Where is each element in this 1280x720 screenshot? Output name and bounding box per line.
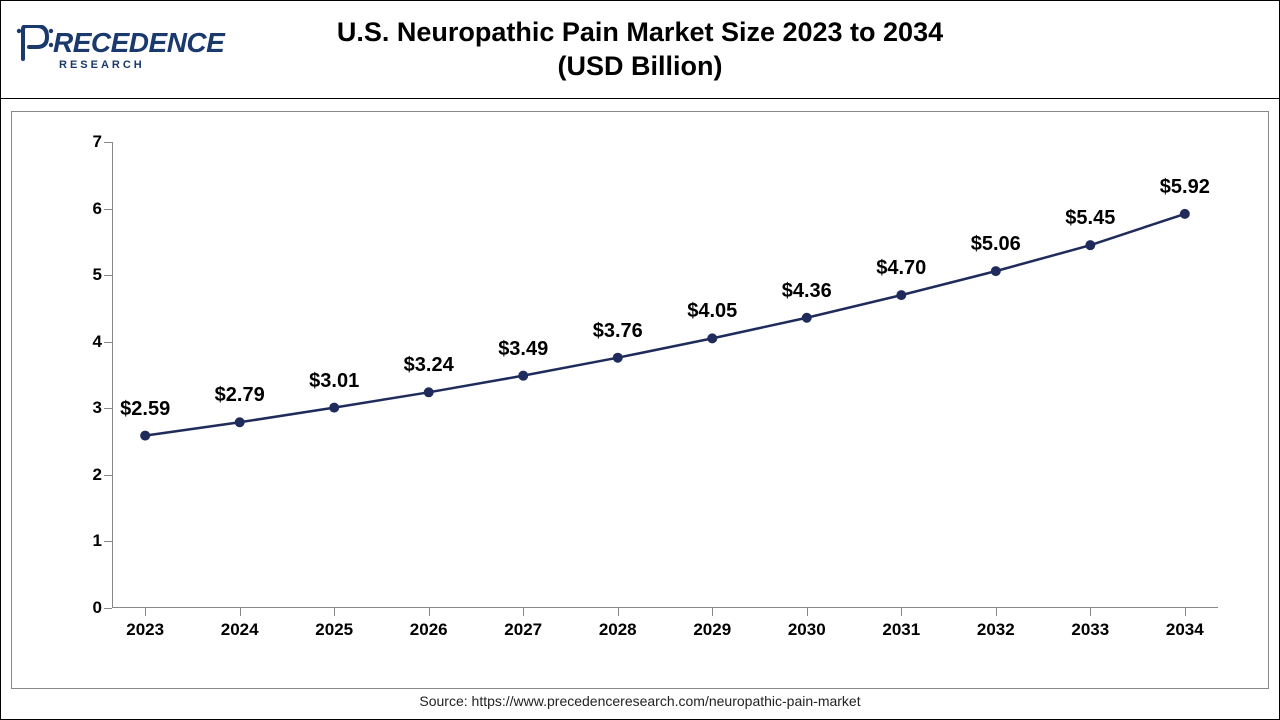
y-tick [104,608,112,609]
data-point-marker [707,333,717,343]
y-tick [104,408,112,409]
data-point-label: $4.36 [782,280,832,303]
x-tick [429,608,430,616]
data-point-marker [424,387,434,397]
logo-text: RECEDENCE [15,25,235,61]
logo-p-icon [15,25,55,61]
y-tick-label: 1 [72,531,102,551]
x-tick [618,608,619,616]
x-tick-label: 2028 [599,620,637,640]
x-tick-label: 2025 [315,620,353,640]
data-point-marker [1180,209,1190,219]
data-point-marker [802,313,812,323]
chart-container: 0 1 2 3 4 5 6 7 2023 $2.59 2024 $2.79 2025 $3.01 2026 $… [11,111,1269,689]
x-tick-label: 2027 [504,620,542,640]
y-tick-label: 4 [72,332,102,352]
line-series [112,142,1218,608]
x-tick [1185,608,1186,616]
y-tick-label: 2 [72,465,102,485]
x-tick [996,608,997,616]
x-tick-label: 2029 [693,620,731,640]
logo: RECEDENCE RESEARCH [15,25,235,71]
y-tick-label: 7 [72,132,102,152]
data-point-label: $5.06 [971,233,1021,256]
x-tick [901,608,902,616]
plot-area: 012345672023$2.592024$2.792025$3.012026$… [112,142,1218,608]
y-tick-label: 0 [72,598,102,618]
data-point-label: $3.49 [498,338,548,361]
data-point-marker [896,290,906,300]
data-point-marker [518,371,528,381]
y-tick [104,209,112,210]
series-line [145,214,1185,436]
data-point-label: $3.01 [309,370,359,393]
x-tick-label: 2026 [410,620,448,640]
y-tick [104,342,112,343]
data-point-marker [613,353,623,363]
x-tick [1090,608,1091,616]
x-tick-label: 2033 [1071,620,1109,640]
y-tick [104,541,112,542]
x-tick [807,608,808,616]
logo-sub-text: RESEARCH [59,59,235,71]
data-point-label: $5.45 [1065,207,1115,230]
data-point-label: $3.24 [404,354,454,377]
header: RECEDENCE RESEARCH U.S. Neuropathic Pain… [1,1,1279,99]
x-tick-label: 2032 [977,620,1015,640]
data-point-label: $3.76 [593,320,643,343]
y-tick [104,275,112,276]
data-point-label: $4.70 [876,257,926,280]
y-tick [104,142,112,143]
x-tick [145,608,146,616]
data-point-label: $2.79 [215,384,265,407]
x-tick-label: 2034 [1166,620,1204,640]
x-tick [334,608,335,616]
x-tick-label: 2024 [221,620,259,640]
y-tick-label: 6 [72,199,102,219]
y-tick-label: 5 [72,265,102,285]
data-point-marker [140,431,150,441]
data-point-label: $2.59 [120,398,170,421]
x-tick-label: 2023 [126,620,164,640]
logo-main-text: RECEDENCE [53,27,224,59]
source-text: Source: https://www.precedenceresearch.c… [1,693,1279,709]
data-point-marker [329,403,339,413]
x-tick-label: 2030 [788,620,826,640]
data-point-label: $5.92 [1160,176,1210,199]
data-point-marker [235,417,245,427]
y-tick [104,475,112,476]
y-tick-label: 3 [72,398,102,418]
data-point-marker [991,266,1001,276]
data-point-marker [1085,240,1095,250]
x-tick [712,608,713,616]
x-tick [240,608,241,616]
data-point-label: $4.05 [687,300,737,323]
x-tick-label: 2031 [882,620,920,640]
x-tick [523,608,524,616]
